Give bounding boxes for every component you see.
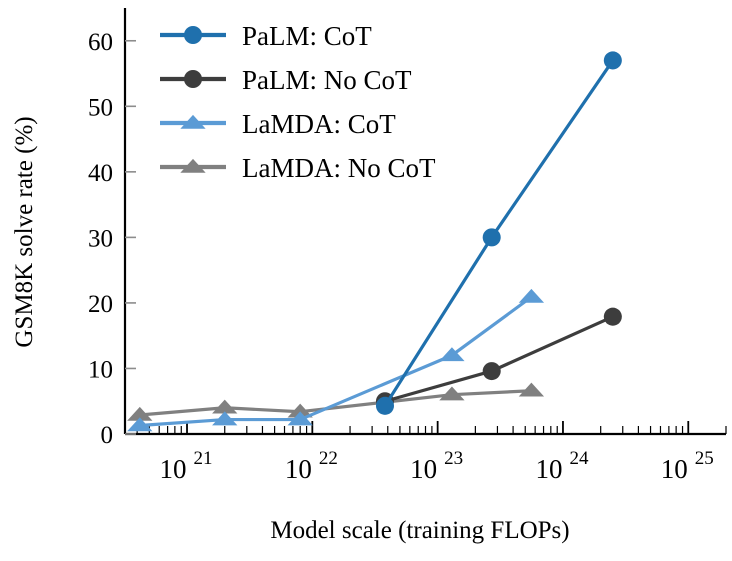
x-axis-title-text: Model scale (training FLOPs) bbox=[270, 517, 569, 544]
y-tick-label: 30 bbox=[88, 225, 113, 252]
x-tick-label-mantissa: 10 bbox=[160, 454, 187, 484]
x-tick-label-mantissa: 10 bbox=[535, 454, 562, 484]
data-point bbox=[212, 399, 238, 414]
legend-label: LaMDA: No CoT bbox=[242, 153, 436, 183]
legend-swatch-marker bbox=[183, 25, 203, 45]
series-palm-cot bbox=[375, 51, 622, 415]
x-tick-label-exponent: 25 bbox=[695, 448, 714, 469]
data-point bbox=[127, 417, 153, 432]
series-lamda-cot bbox=[127, 288, 545, 432]
y-axis-title-text: GSM8K solve rate (%) bbox=[11, 116, 38, 347]
x-axis-title: Model scale (training FLOPs) bbox=[270, 517, 569, 544]
data-point bbox=[287, 403, 313, 418]
legend-swatch-marker bbox=[180, 158, 206, 173]
x-tick-label: 10 24 bbox=[535, 448, 589, 484]
x-tick-label: 10 22 bbox=[285, 448, 338, 484]
data-point bbox=[603, 51, 622, 70]
chart-legend: PaLM: CoT PaLM: No CoT LaMDA: CoT LaMDA: No… bbox=[160, 21, 436, 183]
legend-swatch-marker bbox=[183, 69, 203, 89]
data-point bbox=[518, 382, 545, 397]
x-tick-label-exponent: 24 bbox=[569, 448, 589, 469]
data-point bbox=[439, 347, 465, 362]
data-point bbox=[482, 228, 501, 247]
legend-item: PaLM: No CoT bbox=[160, 65, 412, 95]
x-tick-label-mantissa: 10 bbox=[410, 454, 437, 484]
y-tick-label: 20 bbox=[88, 291, 113, 318]
y-tick-label: 0 bbox=[101, 422, 114, 449]
x-axis-ticks: 10 21 10 22 10 23 10 24 10 25 bbox=[136, 421, 727, 484]
y-axis-ticks: 0 10 20 30 40 50 60 bbox=[88, 29, 136, 449]
legend-item: PaLM: CoT bbox=[160, 21, 372, 51]
data-point bbox=[287, 411, 313, 426]
y-axis-title: GSM8K solve rate (%) bbox=[11, 116, 38, 347]
y-tick-label: 60 bbox=[88, 29, 113, 56]
data-point bbox=[127, 406, 153, 421]
x-tick-label: 10 23 bbox=[410, 448, 463, 484]
x-tick-label: 10 21 bbox=[160, 448, 213, 484]
data-point bbox=[439, 386, 465, 401]
legend-label: PaLM: No CoT bbox=[242, 65, 412, 95]
x-tick-label-mantissa: 10 bbox=[661, 454, 688, 484]
legend-item: LaMDA: CoT bbox=[160, 109, 396, 139]
y-tick-label: 40 bbox=[88, 160, 113, 187]
data-point bbox=[212, 411, 238, 426]
x-tick-label-exponent: 21 bbox=[194, 448, 213, 469]
y-tick-label: 10 bbox=[88, 356, 113, 383]
legend-label: LaMDA: CoT bbox=[242, 109, 396, 139]
y-tick-label: 50 bbox=[88, 94, 113, 121]
x-tick-label-mantissa: 10 bbox=[285, 454, 312, 484]
x-tick-label-exponent: 23 bbox=[444, 448, 463, 469]
data-point bbox=[518, 288, 545, 303]
data-series-group bbox=[127, 51, 622, 432]
legend-item: LaMDA: No CoT bbox=[160, 153, 436, 183]
legend-swatch-marker bbox=[180, 114, 206, 129]
data-point bbox=[603, 307, 622, 326]
x-tick-label: 10 25 bbox=[661, 448, 714, 484]
x-tick-label-exponent: 22 bbox=[319, 448, 338, 469]
legend-label: PaLM: CoT bbox=[242, 21, 372, 51]
data-point bbox=[482, 362, 501, 381]
data-point bbox=[375, 396, 395, 415]
